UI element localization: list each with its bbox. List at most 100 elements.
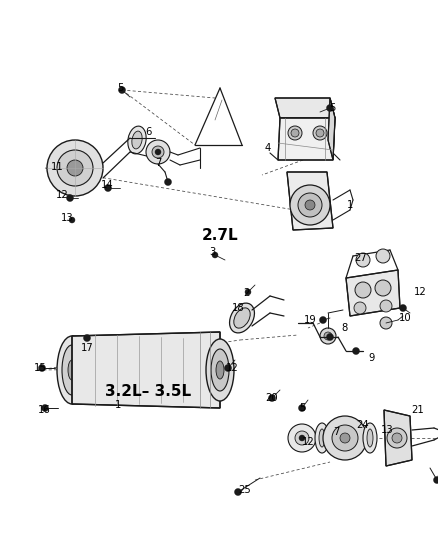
Ellipse shape [315, 423, 329, 453]
Circle shape [295, 431, 309, 445]
Circle shape [298, 193, 322, 217]
Text: 3.2L– 3.5L: 3.2L– 3.5L [105, 384, 191, 400]
Text: 7: 7 [155, 158, 161, 168]
Text: 7: 7 [333, 427, 339, 437]
Ellipse shape [230, 303, 254, 333]
Text: 13: 13 [381, 425, 393, 435]
Circle shape [245, 289, 251, 295]
Text: 5: 5 [299, 403, 305, 413]
Circle shape [323, 416, 367, 460]
Circle shape [212, 252, 218, 258]
Circle shape [47, 140, 103, 196]
Text: 9: 9 [369, 353, 375, 363]
Circle shape [332, 425, 358, 451]
Polygon shape [278, 118, 335, 160]
Ellipse shape [211, 349, 229, 391]
Circle shape [375, 280, 391, 296]
Polygon shape [346, 270, 400, 316]
Text: 3: 3 [209, 247, 215, 257]
Ellipse shape [128, 126, 146, 154]
Text: 27: 27 [355, 253, 367, 263]
Text: 14: 14 [101, 180, 113, 190]
Text: 12: 12 [56, 190, 68, 200]
Circle shape [399, 304, 406, 311]
Text: 12: 12 [413, 287, 426, 297]
Circle shape [355, 282, 371, 298]
Circle shape [376, 249, 390, 263]
Text: 5: 5 [117, 83, 123, 93]
Circle shape [288, 126, 302, 140]
Ellipse shape [216, 361, 224, 379]
Text: 12: 12 [302, 437, 314, 447]
Circle shape [268, 394, 276, 401]
Text: 17: 17 [81, 343, 93, 353]
Ellipse shape [319, 429, 325, 447]
Circle shape [57, 150, 93, 186]
Text: 13: 13 [61, 213, 73, 223]
Text: 2.7L: 2.7L [201, 228, 238, 243]
Ellipse shape [363, 423, 377, 453]
Circle shape [42, 405, 49, 411]
Polygon shape [384, 410, 412, 466]
Polygon shape [328, 98, 335, 160]
Circle shape [290, 185, 330, 225]
Text: 25: 25 [239, 485, 251, 495]
Text: 12: 12 [226, 363, 238, 373]
Circle shape [319, 317, 326, 324]
Text: 23: 23 [437, 475, 438, 485]
Text: 6: 6 [145, 127, 151, 137]
Circle shape [225, 365, 232, 372]
Circle shape [316, 129, 324, 137]
Circle shape [434, 477, 438, 483]
Circle shape [353, 348, 360, 354]
Ellipse shape [206, 339, 234, 401]
Text: 4: 4 [265, 143, 271, 153]
Ellipse shape [234, 308, 250, 328]
Text: 19: 19 [304, 315, 316, 325]
Circle shape [313, 126, 327, 140]
Circle shape [39, 365, 46, 372]
Circle shape [387, 428, 407, 448]
Ellipse shape [68, 360, 76, 380]
Circle shape [84, 335, 91, 342]
Circle shape [105, 184, 112, 191]
Circle shape [320, 328, 336, 344]
Text: 18: 18 [232, 303, 244, 313]
Text: 5: 5 [329, 103, 335, 113]
Text: 1: 1 [347, 200, 353, 210]
Circle shape [234, 489, 241, 496]
Circle shape [299, 435, 305, 441]
Text: 15: 15 [34, 363, 46, 373]
Ellipse shape [62, 345, 82, 395]
Text: 21: 21 [412, 405, 424, 415]
Circle shape [380, 300, 392, 312]
Circle shape [326, 104, 333, 111]
Circle shape [288, 424, 316, 452]
Circle shape [146, 140, 170, 164]
Text: 1: 1 [115, 400, 121, 410]
Circle shape [299, 405, 305, 411]
Circle shape [326, 334, 333, 341]
Circle shape [324, 332, 332, 340]
Circle shape [340, 433, 350, 443]
Circle shape [152, 146, 164, 158]
Ellipse shape [367, 429, 373, 447]
Circle shape [354, 302, 366, 314]
Text: 10: 10 [399, 313, 411, 323]
Text: 24: 24 [357, 420, 369, 430]
Circle shape [165, 179, 172, 185]
Polygon shape [287, 172, 333, 230]
Circle shape [69, 217, 75, 223]
Ellipse shape [57, 336, 87, 404]
Circle shape [356, 253, 370, 267]
Circle shape [67, 160, 83, 176]
Circle shape [291, 129, 299, 137]
Circle shape [119, 86, 126, 93]
Circle shape [155, 149, 161, 155]
Ellipse shape [132, 131, 142, 149]
Text: 16: 16 [38, 405, 50, 415]
Text: 11: 11 [51, 162, 64, 172]
Text: 20: 20 [266, 393, 278, 403]
Circle shape [392, 433, 402, 443]
Text: 8: 8 [341, 323, 347, 333]
